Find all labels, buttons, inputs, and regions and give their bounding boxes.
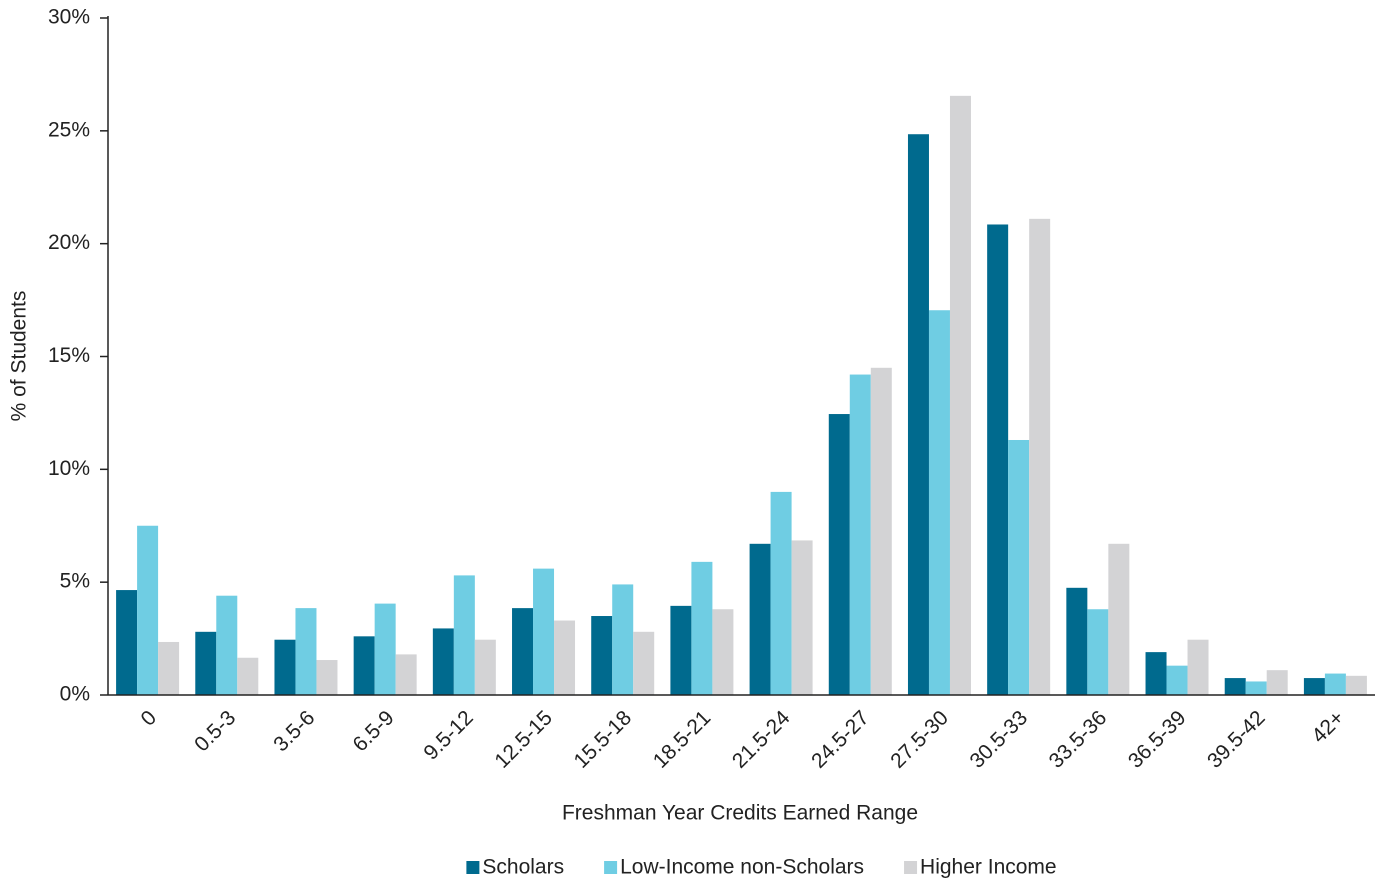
x-axis-label: Freshman Year Credits Earned Range [562,802,918,825]
x-tick-label: 0.5-3 [190,706,240,756]
bar [1224,678,1246,695]
bar [137,525,159,695]
x-tick-label: 18.5-21 [649,706,716,773]
bar [295,608,317,695]
bar [395,654,417,695]
x-tick-label: 39.5-42 [1203,706,1270,773]
x-tick-label: 9.5-12 [419,706,477,764]
bar [1245,681,1267,695]
y-axis-label: % of Students [8,291,31,422]
legend-swatch [604,861,618,874]
bar [116,590,138,695]
bar [670,605,692,695]
x-tick-label: 12.5-15 [490,706,557,773]
bar [158,641,180,695]
legend-swatch [466,861,480,874]
bar [195,631,217,695]
x-tick-label: 27.5-30 [886,706,953,773]
y-tick-label: 10% [48,457,90,480]
bar [1166,665,1188,695]
x-tick-label: 3.5-6 [269,706,319,756]
bar [712,609,734,695]
bar [512,608,534,695]
legend: Scholars Low-Income non-Scholars Higher In… [466,856,1057,879]
bar [633,631,655,695]
bar [612,584,634,695]
y-tick-label: 25% [48,118,90,141]
y-tick-label: 20% [48,231,90,254]
bar [353,636,375,695]
bar [870,367,892,695]
bar [432,628,454,695]
x-tick-label: 15.5-18 [570,706,637,773]
bar [749,543,771,695]
legend-label: Higher Income [920,856,1057,879]
y-tick-label: 30% [48,6,90,29]
bar [1145,652,1167,695]
bar [928,310,950,695]
bar [1008,439,1030,695]
bar [554,620,576,695]
bar [1108,543,1130,695]
bar [316,660,338,695]
x-tick-label: 24.5-27 [807,706,874,773]
bar [533,568,555,695]
y-tick-label: 15% [48,344,90,367]
x-tick-label: 30.5-33 [965,706,1032,773]
bar [1187,639,1209,695]
bar [770,491,792,695]
bar [237,657,259,695]
bar [828,414,850,695]
legend-label: Low-Income non-Scholars [620,856,864,879]
bar [1087,609,1109,695]
x-tick-label: 0 [137,706,162,731]
bar [1303,678,1325,695]
bar [474,639,496,695]
bar [1066,587,1088,695]
bar [1029,218,1051,696]
bar [1266,670,1288,695]
legend-swatch [904,861,918,874]
legend-label: Scholars [482,856,564,879]
bar [274,639,296,695]
bar [1345,675,1367,695]
bar [691,561,713,695]
bar [216,595,238,695]
bar [453,575,475,695]
x-tick-label: 36.5-39 [1124,706,1191,773]
bar [791,540,813,695]
bar [949,95,971,696]
bar [907,134,929,696]
bar [849,374,871,695]
x-tick-label: 21.5-24 [728,706,795,773]
x-tick-label: 33.5-36 [1045,706,1112,773]
x-tick-label: 6.5-9 [348,706,398,756]
y-tick-label: 5% [60,570,90,593]
x-tick-label: 42+ [1307,706,1348,747]
y-tick-label: 0% [60,683,90,706]
bar [1324,673,1346,695]
bar [591,616,613,695]
bar [987,224,1009,696]
bar [374,603,396,695]
